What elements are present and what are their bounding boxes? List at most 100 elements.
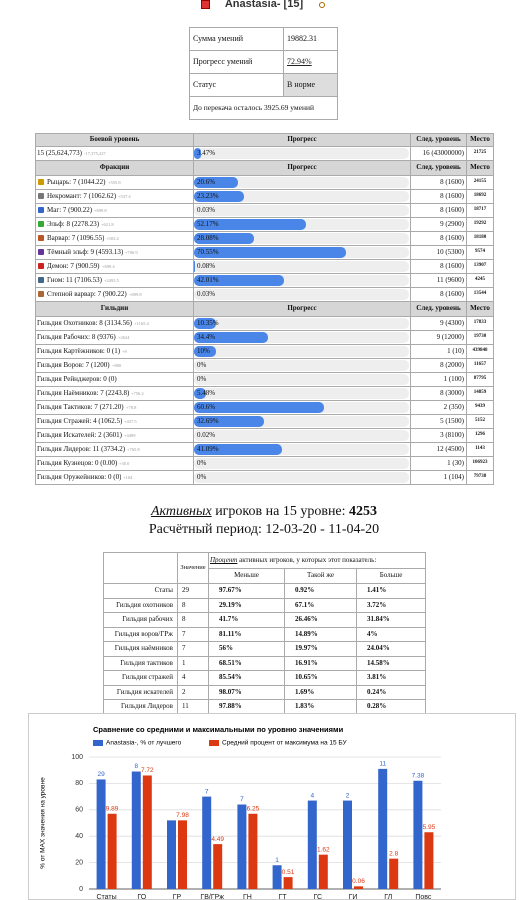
column-header: Место — [470, 163, 490, 171]
table-cell: 29 — [182, 586, 189, 594]
bar — [424, 832, 434, 889]
column-header: Прогресс — [287, 304, 317, 312]
progress-bar — [194, 247, 346, 258]
table-cell: Гильдия стражей — [122, 673, 173, 681]
active-link[interactable]: Активных — [150, 504, 212, 519]
next-level: 1 (104) — [443, 473, 464, 481]
x-tick-label: ГО — [137, 894, 146, 900]
x-tick-label: ГС — [314, 894, 323, 900]
next-level: 1 (10) — [447, 347, 464, 355]
row-name: 15 (25,624,773) — [37, 149, 82, 157]
table-cell: 56% — [219, 644, 233, 652]
sub-header: Больше — [379, 571, 403, 579]
table-cell: 29.19% — [219, 600, 242, 609]
place: 9574 — [475, 249, 485, 254]
bar — [307, 800, 317, 889]
data-label: 8 — [134, 763, 138, 770]
table-cell: 97.67% — [219, 586, 242, 594]
place: 9439 — [475, 404, 485, 409]
x-tick-label: ГН — [243, 894, 252, 900]
progress-track — [194, 332, 409, 343]
summary-value[interactable]: 72.94% — [287, 57, 312, 66]
progress-track — [194, 430, 409, 441]
progress-label: 42.01% — [197, 276, 219, 284]
row-delta: +104 — [123, 475, 133, 480]
progress-track — [194, 275, 409, 286]
progress-track — [194, 191, 409, 202]
row-name: Гильдия Стражей: 4 (1062.5) — [37, 417, 123, 425]
next-level: 5 (1500) — [440, 417, 464, 425]
data-label: 7 — [205, 788, 209, 795]
next-level: 8 (1600) — [440, 290, 464, 298]
percent-link[interactable]: Процент — [210, 556, 238, 564]
progress-track — [194, 318, 409, 329]
row-name: Рыцарь: 7 (1044.22) — [47, 178, 106, 186]
row-name: Варвар: 7 (1096.55) — [47, 234, 105, 242]
place: 1143 — [475, 446, 485, 451]
place: 19730 — [473, 334, 487, 339]
table-cell: Статы — [154, 586, 173, 594]
row-delta: +706.9 — [125, 250, 138, 255]
data-label: 6.25 — [247, 805, 260, 812]
row-name: Гильдия Кузнецов: 0 (0.00) — [37, 459, 118, 467]
bar — [248, 813, 258, 889]
bar — [167, 820, 176, 889]
table-cell: 81.11% — [219, 629, 242, 638]
next-level: 12 (4500) — [436, 445, 464, 453]
bar — [107, 813, 117, 889]
table-cell: Гильдия воров/ГРж — [114, 629, 173, 638]
data-label: 7.72 — [141, 767, 154, 774]
bar — [272, 865, 282, 889]
table-cell: 14.89% — [295, 629, 318, 638]
row-name: Гильдия Рейнджеров: 0 (0) — [37, 375, 117, 383]
column-header: Гильдии — [100, 304, 129, 312]
progress-track — [194, 177, 409, 188]
data-label: 4.49 — [211, 836, 224, 843]
percent-header: Процент активных игроков, у которых этот… — [210, 552, 423, 569]
data-label: 2.8 — [389, 850, 398, 857]
progress-label: 3.47% — [197, 149, 216, 157]
place: 1296 — [475, 432, 485, 437]
faction-icon — [38, 179, 44, 185]
data-label: 7.98 — [176, 812, 189, 819]
progress-bar — [194, 219, 307, 230]
progress-bar — [194, 318, 217, 329]
progress-label: 0.02% — [197, 431, 216, 439]
progress-bar — [194, 416, 265, 427]
progress-label: 0% — [197, 473, 207, 481]
table-cell: 98.07% — [219, 687, 242, 696]
data-label: 7 — [240, 796, 244, 803]
cell — [466, 470, 494, 485]
value-header: Значение — [180, 564, 206, 571]
place: 17833 — [473, 320, 487, 325]
row-delta: +699.8 — [94, 208, 107, 213]
bar — [178, 820, 187, 889]
bar — [131, 771, 141, 889]
data-label: 4 — [310, 792, 314, 799]
legend-swatch — [93, 740, 103, 746]
place: 87795 — [473, 376, 487, 381]
progress-track — [194, 444, 409, 455]
progress-label: 28.08% — [197, 234, 219, 242]
x-tick-label: ГТ — [279, 894, 288, 900]
legend-label: Anastasia-, % от лучшего — [106, 740, 182, 747]
progress-bar — [194, 275, 285, 286]
row-delta: +555.8 — [108, 180, 121, 185]
table-cell: 11 — [182, 702, 189, 710]
next-level: 8 (2000) — [440, 361, 464, 369]
table-cell: 3.81% — [367, 673, 387, 681]
sub-header: Такой же — [306, 571, 335, 579]
faction-icon — [38, 235, 44, 241]
row-delta: +2624 — [118, 335, 130, 340]
table-cell: 3.72% — [367, 600, 387, 609]
row-name: Демон: 7 (900.59) — [47, 262, 100, 270]
next-level: 11 (9600) — [436, 276, 464, 284]
place: 11657 — [473, 362, 487, 367]
bar — [213, 844, 223, 889]
data-label: 9.89 — [106, 805, 119, 812]
progress-label: 34.4% — [197, 333, 216, 341]
progress-track — [194, 374, 409, 385]
row-delta: +437.5 — [124, 419, 137, 424]
data-label: 11 — [379, 761, 386, 768]
